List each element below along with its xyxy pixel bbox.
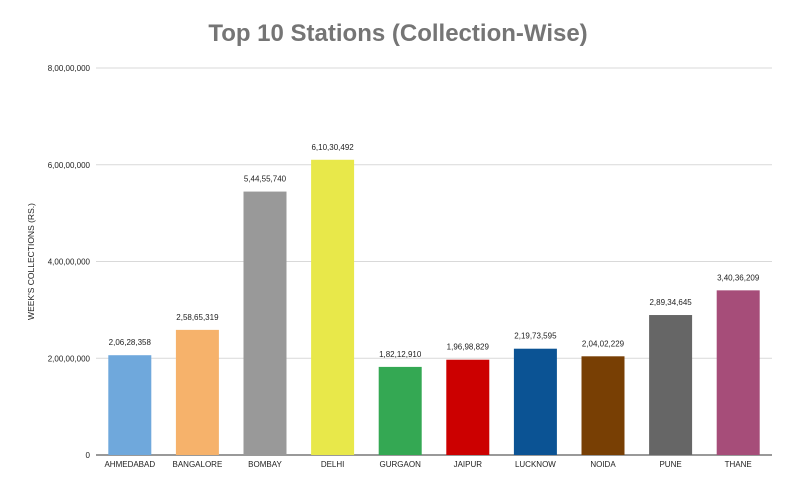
x-tick-label: AHMEDABAD xyxy=(104,460,155,469)
y-tick-label: 4,00,00,000 xyxy=(48,258,91,267)
x-tick-label: GURGAON xyxy=(380,460,422,469)
y-axis-title: WEEK'S COLLECTIONS (RS.) xyxy=(26,203,36,320)
data-label: 3,40,36,209 xyxy=(717,273,760,282)
bar xyxy=(649,315,693,455)
x-tick-label: JAIPUR xyxy=(454,460,483,469)
bar xyxy=(581,356,625,455)
data-label: 2,58,65,319 xyxy=(176,313,219,322)
data-label: 2,06,28,358 xyxy=(109,338,152,347)
bar xyxy=(311,159,355,455)
y-tick-label: 0 xyxy=(86,451,91,460)
bar xyxy=(175,329,219,455)
x-tick-label: DELHI xyxy=(321,460,345,469)
bar xyxy=(446,359,490,455)
y-tick-label: 6,00,00,000 xyxy=(48,161,91,170)
bar xyxy=(108,355,152,455)
data-label: 2,04,02,229 xyxy=(582,339,625,348)
bar xyxy=(716,290,760,455)
x-tick-label: BOMBAY xyxy=(248,460,282,469)
y-tick-label: 8,00,00,000 xyxy=(48,64,91,73)
chart-title: Top 10 Stations (Collection-Wise) xyxy=(208,20,588,47)
bar xyxy=(513,348,557,455)
data-label: 2,89,34,645 xyxy=(649,298,692,307)
data-label: 6,10,30,492 xyxy=(311,143,354,152)
y-tick-label: 2,00,00,000 xyxy=(48,354,91,363)
x-tick-label: THANE xyxy=(725,460,752,469)
data-label: 2,19,73,595 xyxy=(514,332,557,341)
x-tick-label: PUNE xyxy=(659,460,681,469)
bar xyxy=(378,366,422,455)
bar xyxy=(243,191,287,455)
x-tick-label: NOIDA xyxy=(590,460,616,469)
data-label: 1,82,12,910 xyxy=(379,350,422,359)
data-label: 1,96,98,829 xyxy=(447,343,490,352)
x-tick-label: LUCKNOW xyxy=(515,460,556,469)
data-label: 5,44,55,740 xyxy=(244,175,287,184)
x-tick-label: BANGALORE xyxy=(173,460,223,469)
